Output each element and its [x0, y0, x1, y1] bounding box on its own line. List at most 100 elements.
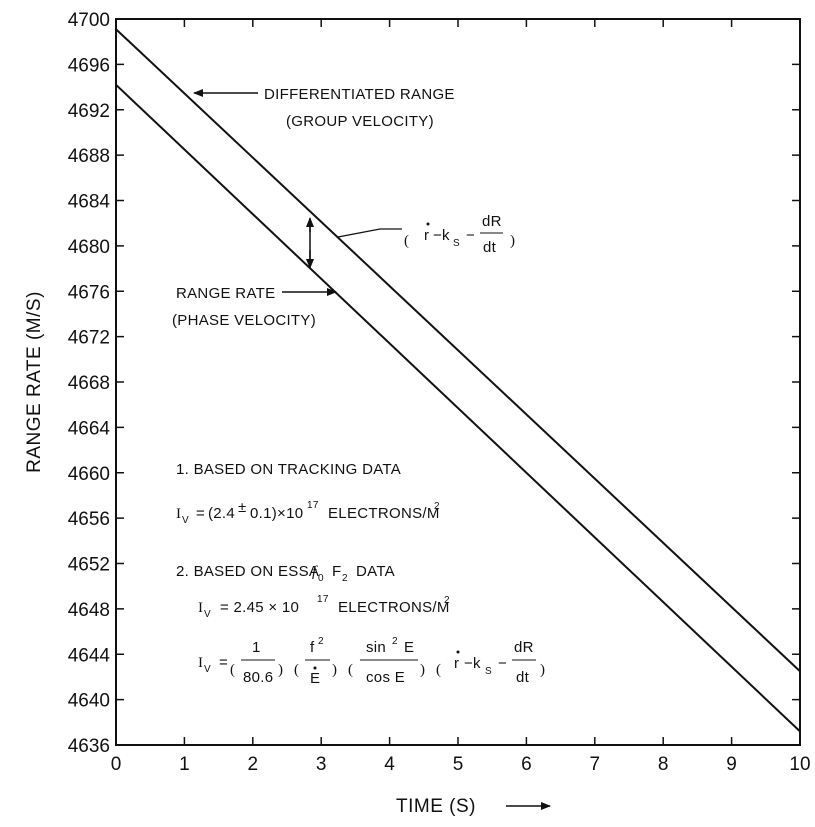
svg-text:2: 2 [392, 636, 398, 647]
x-tick-label: 3 [316, 754, 327, 775]
y-tick-label: 4664 [68, 418, 111, 439]
difference-leader-line [337, 228, 402, 238]
plot-frame [115, 18, 801, 746]
svg-text:S: S [485, 666, 492, 677]
group-label-line1: DIFFERENTIATED RANGE [264, 86, 455, 103]
svg-text:80.6: 80.6 [243, 669, 273, 686]
svg-text:I: I [176, 506, 181, 522]
y-tick-label: 4636 [68, 736, 110, 757]
svg-text:r: r [454, 655, 459, 672]
svg-text:−: − [466, 227, 475, 244]
x-tick-label: 9 [726, 754, 737, 775]
svg-text:DATA: DATA [356, 563, 395, 580]
svg-text:=: = [219, 654, 228, 671]
svg-text:−: − [498, 655, 507, 672]
note1-formula: I V = (2.4 ± 0.1)×10 17 ELECTRONS/M 2 [176, 499, 440, 526]
svg-text:): ) [332, 662, 337, 678]
svg-text:sin: sin [366, 639, 386, 656]
x-tick-label: 5 [453, 754, 464, 775]
phase-label-line1: RANGE RATE [176, 285, 275, 302]
svg-text:−k: −k [433, 227, 450, 244]
svg-text:I: I [198, 600, 203, 616]
svg-text:): ) [540, 662, 545, 678]
x-tick-label: 7 [590, 754, 601, 775]
svg-text:): ) [278, 662, 283, 678]
svg-text:F: F [332, 563, 341, 580]
svg-text:−k: −k [464, 655, 481, 672]
svg-text:dR: dR [514, 639, 534, 656]
svg-text:): ) [420, 662, 425, 678]
y-tick-label: 4660 [68, 464, 110, 485]
svg-text:dR: dR [482, 213, 502, 230]
svg-text:S: S [453, 238, 460, 249]
y-tick-label: 4648 [68, 600, 110, 621]
svg-text:17: 17 [317, 594, 329, 605]
x-tick-label: 4 [384, 754, 395, 775]
x-tick-label: 8 [658, 754, 669, 775]
difference-expression: ( r −k S − dR dt ) [404, 213, 515, 256]
phase-label-line2: (PHASE VELOCITY) [172, 312, 316, 329]
svg-text:(: ( [436, 662, 441, 678]
series-line-phase-velocity [115, 84, 801, 733]
svg-text:=: = [196, 505, 205, 522]
x-tick-label: 0 [111, 754, 122, 775]
note2-title: 2. BASED ON ESSA f 0 F 2 DATA [176, 563, 395, 584]
svg-text:f: f [312, 564, 318, 580]
note2-formula: I V = 2.45 × 10 17 ELECTRONS/M 2 [198, 594, 450, 620]
svg-text:1: 1 [252, 639, 261, 656]
svg-text:E: E [404, 639, 414, 656]
svg-text:ELECTRONS/M: ELECTRONS/M [328, 505, 440, 522]
y-tick-label: 4652 [68, 555, 110, 576]
series-line-group-velocity [115, 28, 801, 672]
x-axis-ticks: 0 1 2 3 4 5 6 7 8 9 10 [111, 19, 811, 775]
y-tick-label: 4684 [68, 192, 111, 213]
y-tick-label: 4688 [68, 146, 110, 167]
x-tick-label: 1 [179, 754, 190, 775]
x-tick-label: 6 [521, 754, 532, 775]
svg-text:ELECTRONS/M: ELECTRONS/M [338, 599, 450, 616]
y-tick-label: 4672 [68, 328, 110, 349]
y-tick-label: 4700 [68, 10, 110, 31]
svg-text:cos E: cos E [366, 669, 405, 686]
svg-text:(2.4: (2.4 [208, 505, 235, 522]
svg-text:V: V [204, 664, 211, 675]
x-axis-label: TIME (S) [396, 796, 476, 817]
svg-text:2: 2 [434, 501, 440, 512]
svg-text:(: ( [404, 233, 409, 249]
y-tick-label: 4696 [68, 55, 110, 76]
svg-text:I: I [198, 655, 203, 671]
svg-text:f: f [310, 639, 315, 656]
y-tick-label: 4680 [68, 237, 110, 258]
ionospheric-formula: I V = ( 1 80.6 ) ( f 2 E ) ( sin 2 E cos… [198, 636, 545, 687]
svg-text:2: 2 [342, 573, 348, 584]
svg-text:E: E [310, 670, 320, 687]
y-tick-label: 4676 [68, 282, 110, 303]
svg-text:): ) [510, 233, 515, 249]
svg-text:0: 0 [318, 573, 324, 584]
svg-text:17: 17 [307, 500, 319, 511]
svg-text:(: ( [230, 662, 235, 678]
y-tick-label: 4640 [68, 691, 110, 712]
y-tick-label: 4656 [68, 509, 110, 530]
svg-text:2. BASED ON ESSA: 2. BASED ON ESSA [176, 563, 319, 580]
svg-text:dt: dt [516, 669, 530, 686]
svg-text:dt: dt [483, 239, 497, 256]
x-tick-label: 2 [248, 754, 259, 775]
svg-text:2: 2 [318, 636, 324, 647]
svg-text:(: ( [294, 662, 299, 678]
y-axis-label: RANGE RATE (M/S) [24, 291, 45, 473]
note1-title: 1. BASED ON TRACKING DATA [176, 461, 401, 478]
svg-text:V: V [182, 515, 189, 526]
y-tick-label: 4668 [68, 373, 110, 394]
y-tick-label: 4644 [68, 645, 111, 666]
group-label-line2: (GROUP VELOCITY) [286, 113, 434, 130]
svg-text:2: 2 [444, 595, 450, 606]
svg-text:V: V [204, 609, 211, 620]
y-axis-ticks: 4636 4640 4644 4648 4652 4656 4660 4664 4668 4672… [68, 10, 800, 757]
svg-text:(: ( [348, 662, 353, 678]
y-tick-label: 4692 [68, 101, 110, 122]
svg-text:= 2.45 × 10: = 2.45 × 10 [220, 599, 299, 616]
x-tick-label: 10 [789, 754, 810, 775]
svg-text:±: ± [238, 499, 247, 516]
